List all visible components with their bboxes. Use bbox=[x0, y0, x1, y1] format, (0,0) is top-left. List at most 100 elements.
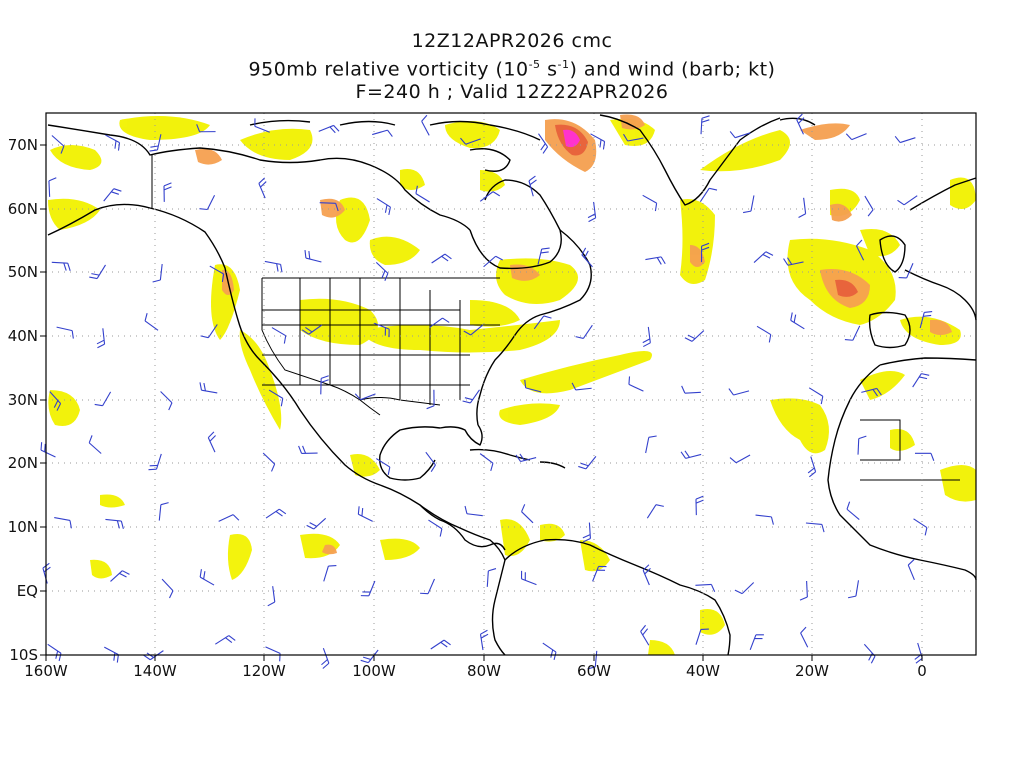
wind-barb-flag bbox=[599, 139, 602, 148]
wind-barb-flag bbox=[858, 435, 867, 440]
wind-barb bbox=[913, 518, 928, 529]
wind-barb bbox=[265, 508, 280, 519]
wind-barb-flag bbox=[362, 656, 371, 660]
wind-barb-flag bbox=[384, 204, 388, 213]
wind-barb bbox=[538, 133, 549, 148]
wind-barb bbox=[640, 631, 650, 646]
wind-barb-flag bbox=[91, 273, 100, 276]
wind-barb bbox=[647, 326, 651, 343]
wind-barb bbox=[486, 570, 489, 587]
wind-barb-flag bbox=[117, 142, 121, 151]
wind-barb bbox=[741, 582, 755, 595]
wind-barb-flag bbox=[199, 382, 203, 391]
lon-label: 20W bbox=[795, 662, 829, 680]
wind-barb bbox=[646, 504, 657, 519]
wind-barb bbox=[755, 514, 772, 518]
wind-barb-flag bbox=[654, 203, 658, 212]
wind-barb-flag bbox=[426, 405, 435, 410]
lon-label: 60W bbox=[577, 662, 611, 680]
wind-barb bbox=[308, 324, 323, 335]
wind-barb-flag bbox=[444, 253, 452, 260]
wind-barb bbox=[581, 254, 593, 268]
wind-barb-flag bbox=[783, 258, 789, 266]
wind-barb-flag bbox=[305, 327, 313, 333]
wind-barb-flag bbox=[67, 262, 71, 271]
wind-barb bbox=[627, 137, 644, 142]
wind-barb bbox=[159, 264, 163, 281]
wind-barb bbox=[47, 643, 62, 654]
wind-barb bbox=[431, 253, 446, 264]
wind-barb bbox=[810, 456, 817, 472]
wind-barb bbox=[642, 194, 657, 204]
wind-barb bbox=[305, 257, 322, 263]
wind-barb-flag bbox=[687, 334, 696, 340]
wind-barb bbox=[427, 578, 436, 594]
wind-barb-flag bbox=[203, 571, 206, 580]
wind-barb-flag bbox=[550, 649, 554, 658]
wind-barb-flag bbox=[464, 505, 468, 514]
wind-barb-flag bbox=[587, 666, 596, 670]
wind-barb-flag bbox=[304, 250, 307, 259]
wind-barb bbox=[855, 580, 860, 597]
wind-barb bbox=[254, 125, 270, 133]
wind-barb-flag bbox=[820, 396, 824, 405]
coastlines bbox=[47, 114, 977, 656]
wind-barb-flag bbox=[271, 463, 276, 472]
wind-barb bbox=[430, 639, 445, 650]
wind-barb-flag bbox=[329, 126, 336, 134]
wind-barb-flag bbox=[69, 520, 72, 529]
wind-barb-flag bbox=[480, 633, 489, 639]
wind-barb-flag bbox=[695, 495, 704, 500]
wind-barb-flag bbox=[872, 389, 878, 397]
wind-barb-flag bbox=[278, 508, 287, 515]
wind-barb bbox=[199, 576, 215, 586]
wind-barb-flag bbox=[113, 652, 116, 661]
wind-barb bbox=[96, 264, 106, 279]
wind-barb-flag bbox=[308, 251, 311, 260]
wind-barb bbox=[372, 129, 388, 136]
wind-barb-flag bbox=[709, 187, 718, 191]
wind-barb-flag bbox=[267, 601, 276, 607]
wind-barb bbox=[483, 255, 497, 268]
wind-barb bbox=[215, 635, 230, 645]
wind-barb bbox=[425, 451, 436, 466]
wind-barb-flag bbox=[623, 133, 629, 142]
wind-barb-flag bbox=[357, 506, 360, 515]
wind-barb bbox=[903, 195, 918, 206]
wind-barb bbox=[691, 330, 705, 342]
wind-barb-flag bbox=[701, 119, 710, 123]
wind-barb bbox=[415, 193, 430, 203]
wind-barb bbox=[429, 317, 443, 328]
wind-barb bbox=[322, 648, 330, 664]
wind-barb-flag bbox=[924, 311, 933, 314]
lon-label: 40W bbox=[686, 662, 720, 680]
wind-barb-flag bbox=[581, 247, 587, 256]
wind-barb bbox=[628, 383, 644, 392]
wind-barb-flag bbox=[361, 508, 364, 517]
wind-barb-flag bbox=[582, 538, 591, 543]
wind-barb bbox=[110, 570, 123, 582]
wind-barb bbox=[469, 389, 480, 404]
wind-barb-flag bbox=[524, 379, 527, 388]
wind-barb-flag bbox=[808, 471, 816, 478]
wind-barb bbox=[733, 390, 750, 396]
wind-barb-flag bbox=[149, 149, 158, 152]
wind-barb-flag bbox=[602, 141, 606, 150]
wind-barb bbox=[645, 256, 662, 261]
wind-barb-flag bbox=[384, 273, 389, 281]
wind-barb-flag bbox=[354, 393, 361, 401]
wind-barb bbox=[642, 570, 650, 586]
wind-barb-flag bbox=[463, 330, 471, 336]
wind-barb-flag bbox=[701, 115, 710, 119]
wind-barb bbox=[645, 437, 650, 454]
plot-title: 12Z12APR2026 cmc 950mb relative vorticit… bbox=[0, 30, 1024, 104]
wind-barb-flag bbox=[648, 435, 657, 438]
wind-barb bbox=[542, 642, 557, 653]
wind-barb bbox=[806, 580, 808, 598]
wind-barb bbox=[537, 248, 543, 265]
wind-barb-flag bbox=[553, 651, 557, 661]
wind-barb-flag bbox=[655, 504, 664, 507]
lon-label: 120W bbox=[242, 662, 286, 680]
wind-barb bbox=[575, 387, 592, 391]
